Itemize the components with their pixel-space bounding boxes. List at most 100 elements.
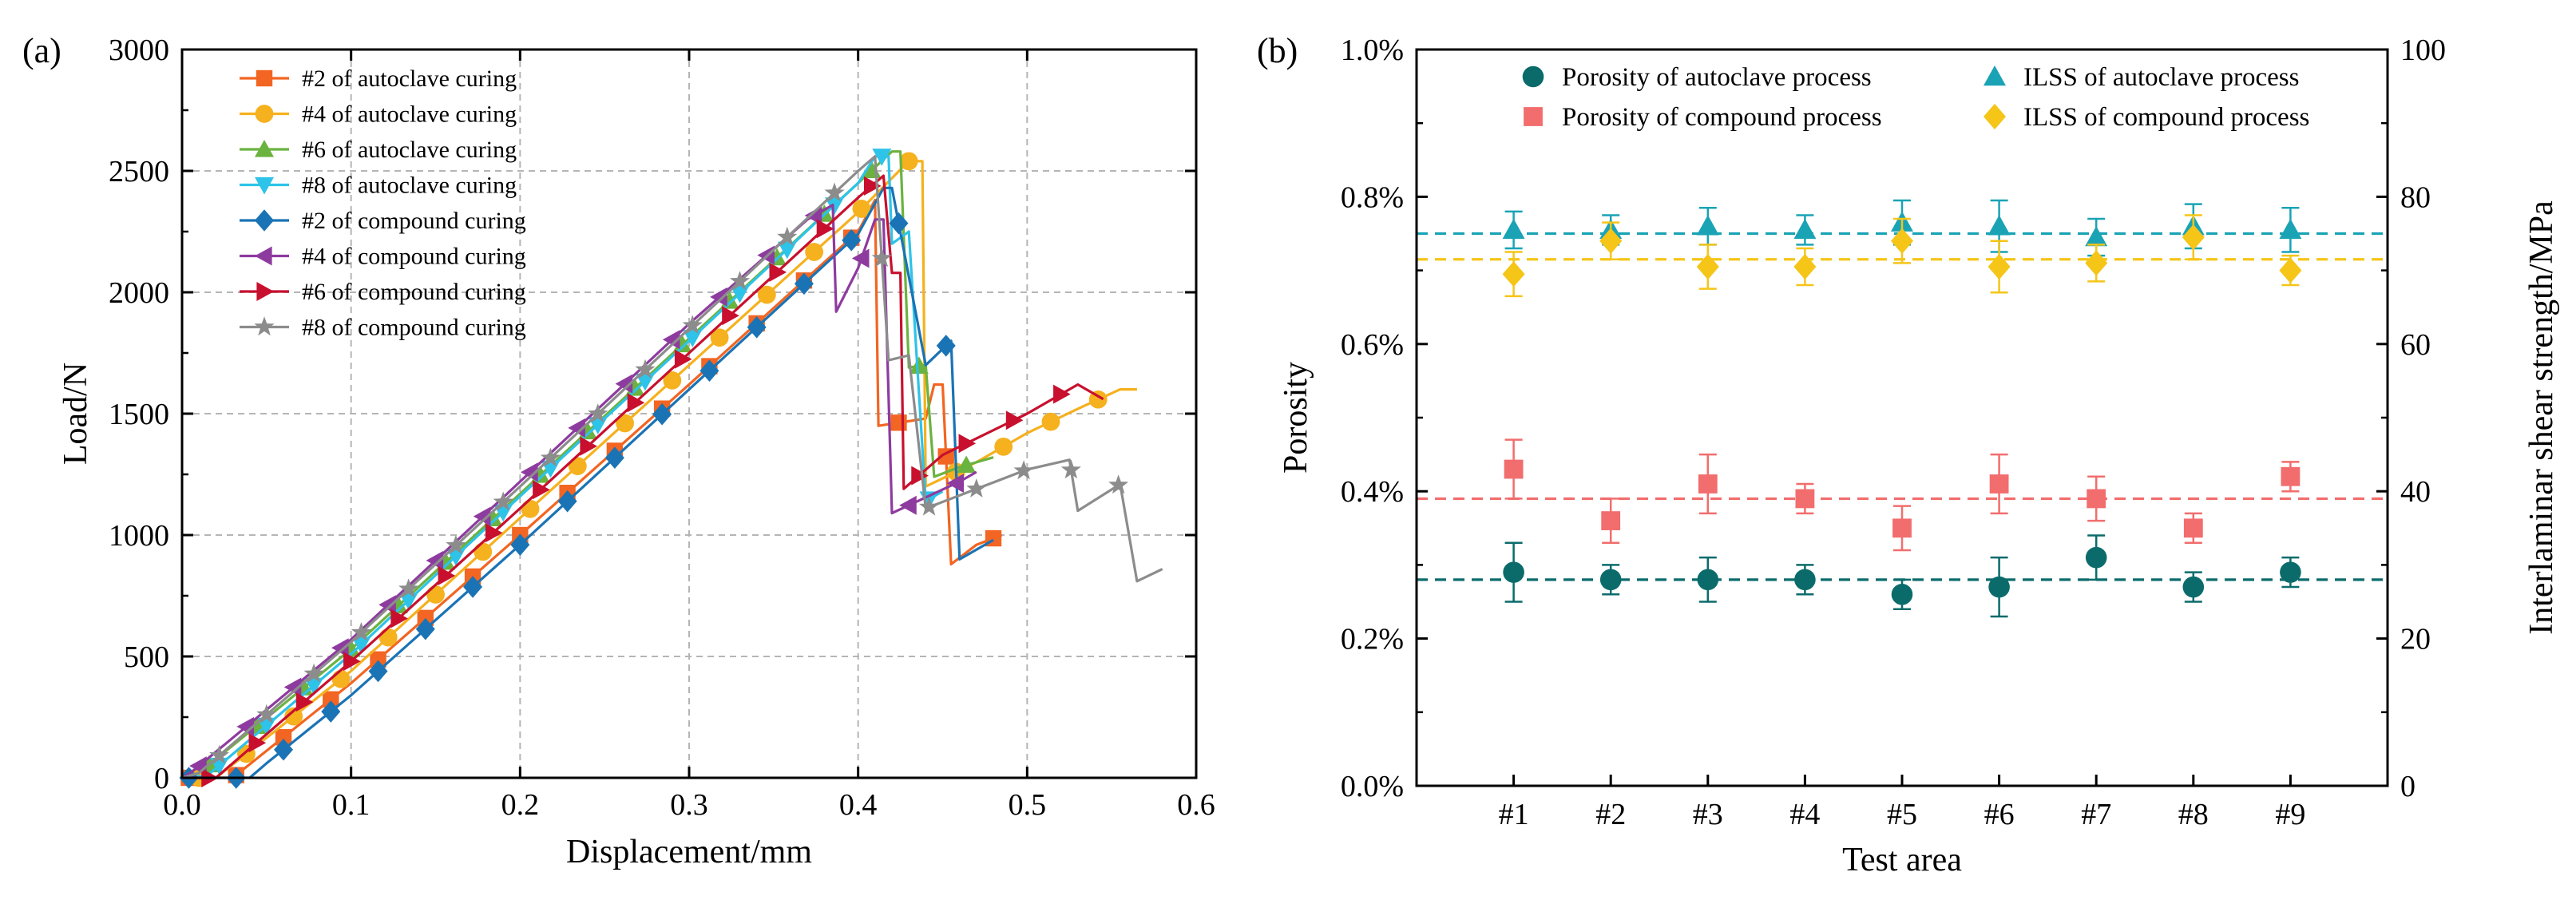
x-tick-label: 0.6 — [1177, 788, 1215, 822]
data-point — [274, 738, 293, 761]
data-point — [757, 245, 775, 265]
data-point — [616, 414, 634, 433]
y-axis-label: Load/N — [57, 363, 94, 465]
data-point — [889, 212, 909, 235]
data-point — [2085, 546, 2107, 569]
data-point — [909, 356, 929, 375]
data-point — [899, 495, 917, 515]
data-point — [331, 669, 351, 688]
y-tick-label: 2000 — [109, 276, 169, 310]
y-tick-label-left: 0.2% — [1341, 623, 1404, 656]
legend-marker — [1522, 65, 1544, 88]
data-point — [378, 628, 398, 647]
data-point — [1060, 459, 1081, 479]
y-axis-label-left: Porosity — [1278, 362, 1314, 474]
data-point — [966, 478, 987, 498]
data-point — [2085, 250, 2108, 276]
data-point — [652, 402, 672, 426]
legend-entry: #2 of autoclave curing — [302, 65, 517, 92]
data-point — [343, 652, 361, 672]
data-point — [627, 393, 645, 413]
data-point — [604, 446, 624, 470]
data-point — [635, 359, 656, 379]
data-point — [1599, 569, 1622, 591]
data-point — [1599, 228, 1623, 254]
data-point — [747, 315, 767, 339]
data-point — [426, 550, 444, 570]
data-point — [323, 691, 339, 708]
data-point — [1892, 518, 1912, 538]
data-point — [568, 418, 585, 438]
data-point — [426, 585, 445, 604]
legend-marker — [255, 209, 274, 232]
data-point — [415, 617, 435, 640]
legend-entry: #2 of compound curing — [302, 208, 526, 234]
data-point — [958, 434, 977, 454]
series-line — [181, 155, 944, 779]
y-tick-label: 500 — [124, 640, 169, 674]
data-point — [463, 576, 483, 598]
data-point — [1793, 253, 1817, 280]
panel-b-scatter-chart: #1 #2 #3 #4 #5 #6 #7 #8 #9 0.0% 0.2% 0.4% 0.6% 0.8% 1.… — [1257, 31, 2560, 878]
y-tick-label-right: 20 — [2400, 623, 2431, 656]
x-tick-label: 0.2 — [501, 788, 540, 822]
data-point — [485, 523, 503, 543]
y-tick-label-right: 60 — [2400, 328, 2431, 362]
legend-entry: Porosity of compound process — [1562, 103, 1882, 132]
x-tick-label: 0.1 — [332, 788, 371, 822]
legend-marker — [256, 282, 274, 301]
y-tick-label-left: 0.4% — [1341, 475, 1404, 509]
data-point — [1891, 583, 1913, 605]
legend-entry: #6 of autoclave curing — [302, 137, 517, 163]
data-point — [899, 152, 918, 171]
y-axis-label-right: Interlaminar shear strength/MPa — [2523, 200, 2560, 635]
data-point — [236, 716, 255, 736]
data-point — [1696, 253, 1719, 280]
data-point — [295, 692, 314, 712]
y-tick-label: 1000 — [109, 519, 169, 553]
data-point — [946, 474, 965, 494]
y-tick-label-right: 40 — [2400, 475, 2431, 509]
data-point — [521, 462, 538, 482]
x-tick-label: 0.4 — [839, 788, 878, 822]
data-point — [209, 744, 230, 764]
legend-entry: ILSS of compound process — [2023, 103, 2309, 132]
legend-entry: Porosity of autoclave process — [1562, 63, 1872, 92]
data-point — [729, 271, 751, 290]
data-point — [683, 330, 703, 347]
data-point — [1793, 218, 1817, 240]
data-point — [1794, 569, 1816, 591]
data-point — [398, 578, 419, 598]
data-point — [2087, 489, 2106, 509]
y-tick-label-left: 0.6% — [1341, 328, 1404, 362]
series-line — [181, 204, 977, 779]
data-point — [1987, 215, 2011, 236]
legend-marker — [1984, 103, 2006, 130]
x-tick-label: 0.0 — [163, 788, 201, 822]
data-point — [580, 436, 597, 456]
y-tick-label: 2500 — [109, 155, 169, 188]
legend-marker — [1524, 107, 1543, 126]
data-point — [2281, 466, 2301, 486]
data-point — [2279, 257, 2302, 283]
data-point — [710, 287, 727, 307]
data-point — [1502, 261, 1525, 287]
data-point — [1891, 228, 1913, 254]
data-point — [2280, 561, 2301, 583]
data-point — [615, 374, 633, 394]
data-point — [757, 285, 776, 304]
legend-marker — [255, 140, 274, 157]
data-point — [1005, 410, 1024, 430]
plot-frame — [1415, 48, 2389, 787]
data-point — [2182, 576, 2205, 598]
data-point — [1989, 474, 2009, 494]
x-axis-label: Test area — [1842, 842, 1962, 878]
data-point — [635, 373, 655, 391]
data-point — [911, 466, 929, 486]
panel-a-line-chart: 0.0 0.1 0.2 0.3 0.4 0.5 0.6 0 500 1000 1500 2000 250… — [22, 31, 1215, 870]
x-tick-label: #6 — [1984, 798, 2015, 831]
data-point — [851, 248, 870, 268]
y-tick-label: 3000 — [109, 34, 169, 67]
data-point — [438, 565, 456, 585]
data-point — [351, 636, 371, 655]
